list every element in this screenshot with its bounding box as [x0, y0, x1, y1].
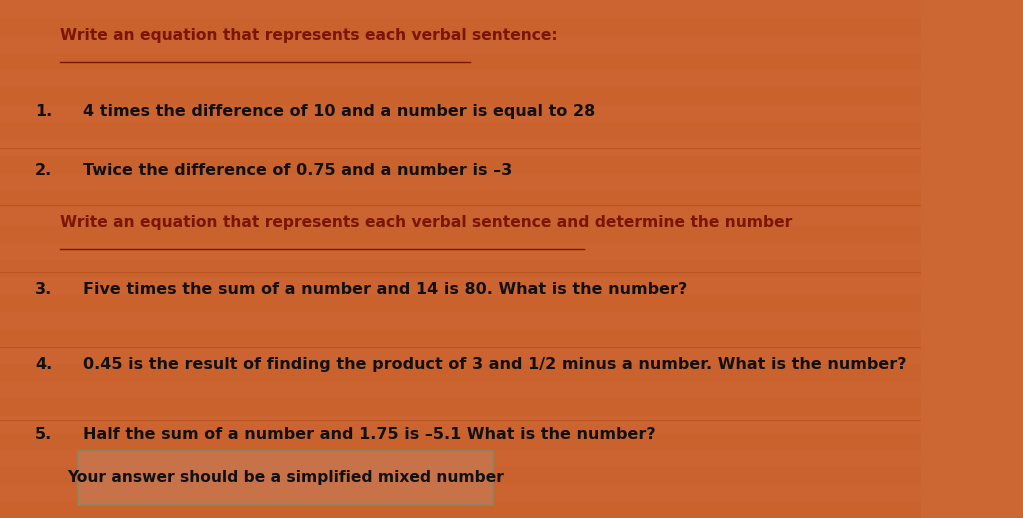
Text: Half the sum of a number and 1.75 is –5.1 What is the number?: Half the sum of a number and 1.75 is –5.…: [83, 427, 656, 442]
Bar: [0, 121, 921, 138]
Text: 0.45 is the result of finding the product of 3 and 1/2 minus a number. What is t: 0.45 is the result of finding the produc…: [83, 357, 906, 372]
Bar: [0, 483, 921, 501]
Bar: [0, 363, 921, 380]
Bar: [0, 501, 921, 518]
Bar: [0, 242, 921, 259]
Bar: [0, 397, 921, 414]
Bar: [0, 466, 921, 483]
Bar: [0, 346, 921, 363]
Text: Write an equation that represents each verbal sentence:: Write an equation that represents each v…: [60, 28, 558, 44]
Bar: [0, 207, 921, 224]
Bar: [0, 276, 921, 294]
Bar: [0, 414, 921, 431]
Bar: [0, 0, 921, 17]
Bar: [0, 224, 921, 242]
Bar: [0, 52, 921, 69]
Text: 5.: 5.: [35, 427, 52, 442]
Text: 2.: 2.: [35, 163, 52, 178]
Bar: [0, 431, 921, 449]
Bar: [0, 449, 921, 466]
Text: 4.: 4.: [35, 357, 52, 372]
Text: 1.: 1.: [35, 104, 52, 119]
Bar: [0, 138, 921, 155]
Bar: [0, 190, 921, 207]
Bar: [0, 69, 921, 87]
Bar: [0, 155, 921, 172]
Bar: [0, 87, 921, 104]
Bar: [0, 380, 921, 397]
Text: 4 times the difference of 10 and a number is equal to 28: 4 times the difference of 10 and a numbe…: [83, 104, 595, 119]
Text: Five times the sum of a number and 14 is 80. What is the number?: Five times the sum of a number and 14 is…: [83, 282, 687, 297]
FancyBboxPatch shape: [79, 451, 493, 505]
Bar: [0, 104, 921, 121]
Bar: [0, 259, 921, 276]
Bar: [0, 172, 921, 190]
Bar: [0, 311, 921, 328]
Text: 3.: 3.: [35, 282, 52, 297]
Bar: [0, 294, 921, 311]
Text: Write an equation that represents each verbal sentence and determine the number: Write an equation that represents each v…: [60, 215, 792, 230]
Bar: [0, 328, 921, 346]
Text: Twice the difference of 0.75 and a number is –3: Twice the difference of 0.75 and a numbe…: [83, 163, 513, 178]
Bar: [0, 17, 921, 35]
Bar: [0, 35, 921, 52]
Text: Your answer should be a simplified mixed number: Your answer should be a simplified mixed…: [68, 470, 504, 485]
